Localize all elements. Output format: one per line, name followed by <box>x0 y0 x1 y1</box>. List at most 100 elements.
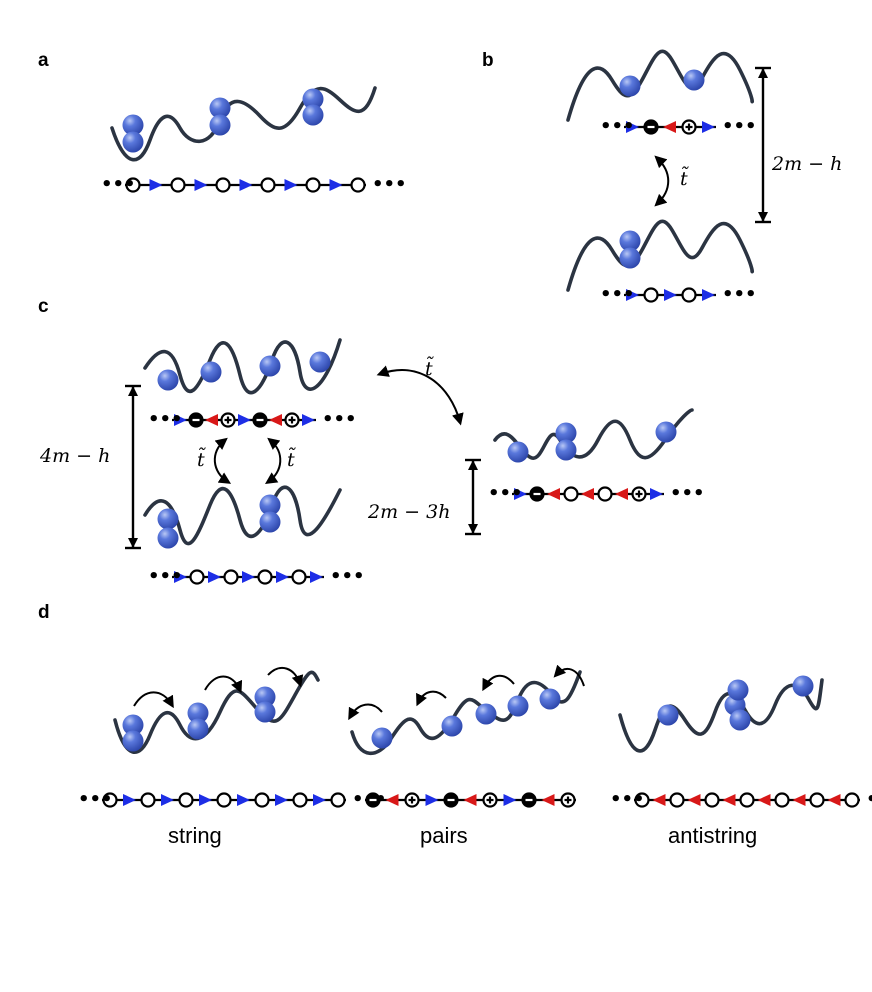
caption-pairs: pairs <box>420 823 468 848</box>
caption-antistring: antistring <box>668 823 757 848</box>
empty-site <box>257 569 273 585</box>
empty-site <box>844 792 860 808</box>
ellipsis-right: ••• <box>330 566 365 587</box>
empty-site <box>178 792 194 808</box>
red-link-arrow <box>541 794 555 806</box>
empty-site <box>291 569 307 585</box>
ellipsis-right: ••• <box>372 174 407 195</box>
particle-ball <box>302 104 324 126</box>
blue-link-arrow <box>174 414 187 426</box>
empty-site <box>170 177 186 193</box>
particle-ball <box>187 718 209 740</box>
particle-ball <box>555 422 577 444</box>
chain-d_string: •••••• <box>78 789 387 810</box>
empty-site <box>643 287 659 303</box>
blue-link-arrow <box>174 571 187 583</box>
blue-link-arrow <box>503 794 517 806</box>
hop-label-b: t̃ <box>680 167 689 190</box>
particle-ball <box>475 703 497 725</box>
empty-site <box>125 177 141 193</box>
empty-site <box>254 792 270 808</box>
energy-bar-arrowheads <box>128 68 768 548</box>
hop-arrow-c-top <box>376 365 464 426</box>
blue-link-arrow <box>425 794 439 806</box>
ellipsis-left: ••• <box>600 116 635 137</box>
particle-ball <box>539 688 561 710</box>
red-link-arrow <box>663 121 676 133</box>
blue-link-arrow <box>626 121 639 133</box>
ellipsis-right: ••• <box>670 483 705 504</box>
hop-arrow-c-right <box>265 437 282 484</box>
blue-link-arrow <box>702 289 715 301</box>
wave-c-top <box>143 338 342 395</box>
energy-label-b: 2m − h <box>771 153 842 175</box>
blue-link-arrow <box>284 179 298 191</box>
panel-label-b: b <box>482 50 494 71</box>
hopping-arrows <box>133 155 670 721</box>
particle-ball <box>309 351 331 373</box>
chain-c_bot: ••• ••• <box>148 566 365 587</box>
ellipsis-right: ••• <box>722 284 757 305</box>
particle-ball <box>122 131 144 153</box>
chain-c_top: ••• ••• <box>148 409 357 430</box>
particle-ball <box>157 527 179 549</box>
ellipsis-left: ••• <box>488 483 523 504</box>
ellipsis-right: ••• <box>722 116 757 137</box>
empty-site <box>330 792 346 808</box>
particle-ball <box>254 686 276 708</box>
particle-ball <box>619 75 641 97</box>
jump-arrow-d5 <box>416 690 447 707</box>
red-link-arrow <box>722 794 736 806</box>
particle-ball <box>792 675 814 697</box>
blue-link-arrow <box>650 488 663 500</box>
hop-label-c-left: t̃ <box>197 448 206 471</box>
particle-ball <box>619 247 641 269</box>
blue-link-arrow <box>275 794 288 806</box>
red-link-arrow <box>792 794 806 806</box>
blue-link-arrow <box>199 794 212 806</box>
particle-ball <box>507 441 529 463</box>
particle-ball <box>729 709 751 731</box>
energy-label-c-left: 4m − h <box>39 445 110 467</box>
particle-ball <box>555 439 577 461</box>
chain-b_bot: ••• ••• <box>600 284 757 305</box>
empty-site <box>223 569 239 585</box>
particle-ball <box>122 114 144 136</box>
blue-link-arrow <box>329 179 343 191</box>
particle-ball <box>157 369 179 391</box>
particle-ball <box>259 494 281 516</box>
blue-link-arrow <box>239 179 253 191</box>
ellipsis-left: ••• <box>148 566 183 587</box>
particle-ball <box>619 230 641 252</box>
red-link-arrow <box>757 794 771 806</box>
jump-arrow-d2 <box>204 675 243 694</box>
particle-ball <box>200 361 222 383</box>
wave-d-string <box>113 670 320 754</box>
blue-link-arrow <box>302 414 315 426</box>
empty-site <box>292 792 308 808</box>
empty-site <box>305 177 321 193</box>
red-link-arrow <box>581 488 594 500</box>
particle-ball <box>727 679 749 701</box>
hop-label-c-right: t̃ <box>287 448 296 471</box>
panel-label-d: d <box>38 602 50 623</box>
ellipsis-left: ••• <box>610 789 645 810</box>
blue-link-arrow <box>702 121 715 133</box>
blue-link-arrow <box>276 571 289 583</box>
red-link-arrow <box>547 488 560 500</box>
blue-link-arrow <box>208 571 221 583</box>
wave-b-top <box>566 49 755 122</box>
wave-d-antistring <box>618 678 824 753</box>
chain-c_right: ••• ••• <box>488 483 705 504</box>
particle-ball <box>122 730 144 752</box>
empty-site <box>260 177 276 193</box>
particle-ball <box>187 702 209 724</box>
empty-site <box>774 792 790 808</box>
particle-ball <box>655 421 677 443</box>
particle-ball <box>209 114 231 136</box>
chain-d_anti: ••• ••• <box>610 789 872 810</box>
blue-link-arrow <box>514 488 527 500</box>
red-link-arrow <box>463 794 477 806</box>
red-link-arrow <box>827 794 841 806</box>
